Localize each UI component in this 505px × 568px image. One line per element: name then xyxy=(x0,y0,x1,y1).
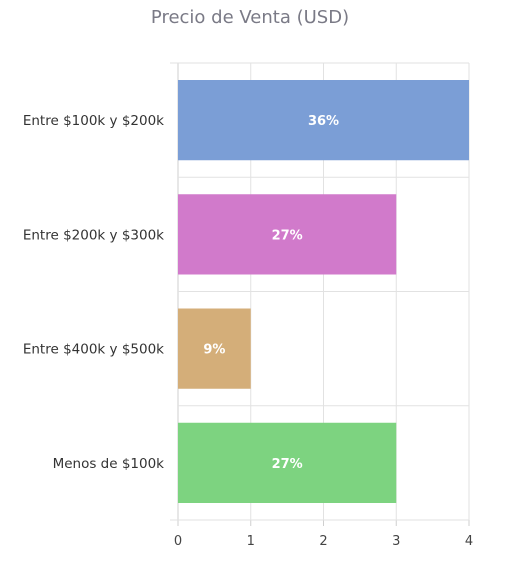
bar-data-label: 9% xyxy=(203,343,225,358)
bar[interactable] xyxy=(178,194,397,275)
bar-data-label: 27% xyxy=(272,228,303,243)
x-tick-label: 3 xyxy=(392,534,400,549)
bar[interactable] xyxy=(178,80,469,161)
x-axis-ticks: 0 1 2 3 4 xyxy=(174,534,473,549)
x-tick-label: 4 xyxy=(465,534,473,549)
category-label: Entre $100k y $200k xyxy=(23,113,164,129)
bar-data-label: 36% xyxy=(308,114,339,129)
bar[interactable] xyxy=(178,308,251,389)
x-tick-label: 2 xyxy=(319,534,327,549)
category-label: Menos de $100k xyxy=(53,456,165,472)
bar-data-label: 27% xyxy=(272,457,303,472)
bars: 36% 27% 9% 27% xyxy=(178,80,469,503)
category-labels: Entre $100k y $200k Entre $200k y $300k En… xyxy=(23,113,164,472)
x-tick-label: 1 xyxy=(247,534,255,549)
x-tick-label: 0 xyxy=(174,534,182,549)
bar[interactable] xyxy=(178,422,397,503)
chart-title: Precio de Venta (USD) xyxy=(151,7,349,28)
category-label: Entre $400k y $500k xyxy=(23,342,164,358)
category-label: Entre $200k y $300k xyxy=(23,227,164,243)
